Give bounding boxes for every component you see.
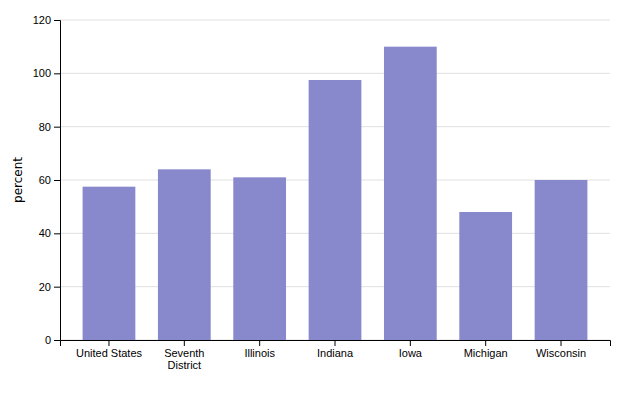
y-tick-label: 0 bbox=[45, 334, 51, 346]
x-tick-mark bbox=[485, 340, 486, 346]
x-tick-label-line: Illinois bbox=[244, 347, 275, 359]
bars bbox=[83, 47, 588, 340]
bar bbox=[535, 180, 588, 340]
y-tick: 40 bbox=[39, 227, 60, 239]
y-tick-label: 100 bbox=[33, 67, 51, 79]
grid-line bbox=[60, 20, 610, 21]
x-tick-label-line: District bbox=[168, 359, 202, 371]
x-tick: Wisconsin bbox=[536, 340, 586, 359]
y-tick-mark bbox=[54, 287, 60, 288]
x-tick-label-line: Michigan bbox=[464, 347, 508, 359]
x-tick-mark bbox=[108, 340, 109, 346]
x-tick: United States bbox=[76, 340, 143, 359]
y-tick: 120 bbox=[33, 14, 60, 26]
bar bbox=[83, 187, 136, 340]
y-tick-mark bbox=[54, 127, 60, 128]
chart-container: United States SeventhDistrict Illinois Indi… bbox=[0, 0, 630, 396]
x-tick-label-line: Seventh bbox=[164, 347, 204, 359]
y-tick-mark bbox=[54, 340, 60, 341]
y-tick: 20 bbox=[39, 281, 60, 293]
x-tick-label: Michigan bbox=[464, 347, 508, 359]
y-tick-label: 60 bbox=[39, 174, 51, 186]
bar bbox=[158, 169, 211, 340]
bar bbox=[309, 80, 362, 340]
y-tick: 80 bbox=[39, 121, 60, 133]
grid bbox=[60, 20, 610, 340]
x-tick-label-line: Wisconsin bbox=[536, 347, 586, 359]
x-tick-label: Wisconsin bbox=[536, 347, 586, 359]
y-axis: 0 20 40 60 80 100 120 bbox=[33, 14, 61, 346]
bar bbox=[233, 177, 286, 340]
bar bbox=[384, 47, 437, 340]
grid-line bbox=[60, 73, 610, 74]
x-tick-label-line: Indiana bbox=[317, 347, 354, 359]
y-tick-label: 20 bbox=[39, 281, 51, 293]
x-tick-mark bbox=[561, 340, 562, 346]
y-tick: 0 bbox=[45, 334, 60, 346]
x-tick-mark bbox=[184, 340, 185, 346]
x-axis-line bbox=[61, 341, 611, 347]
x-tick-label: Indiana bbox=[317, 347, 354, 359]
x-tick: Indiana bbox=[317, 340, 354, 359]
y-tick-label: 120 bbox=[33, 14, 51, 26]
x-tick-mark bbox=[335, 340, 336, 346]
x-tick-label: Illinois bbox=[244, 347, 275, 359]
x-tick-mark bbox=[410, 340, 411, 346]
y-tick-mark bbox=[54, 180, 60, 181]
y-tick: 100 bbox=[33, 67, 60, 79]
y-tick-mark bbox=[54, 233, 60, 234]
y-tick-mark bbox=[54, 73, 60, 74]
chart-svg: United States SeventhDistrict Illinois Indi… bbox=[0, 0, 630, 396]
bar bbox=[459, 212, 512, 340]
x-tick-label: SeventhDistrict bbox=[164, 347, 204, 372]
x-tick-label: Iowa bbox=[399, 347, 423, 359]
y-tick-label: 80 bbox=[39, 121, 51, 133]
x-tick-label: United States bbox=[76, 347, 143, 359]
y-axis-line bbox=[54, 21, 61, 341]
x-tick: SeventhDistrict bbox=[164, 340, 204, 371]
x-tick-label-line: Iowa bbox=[399, 347, 423, 359]
x-tick: Michigan bbox=[464, 340, 508, 359]
x-axis: United States SeventhDistrict Illinois Indi… bbox=[61, 340, 611, 371]
y-tick: 60 bbox=[39, 174, 60, 186]
y-tick-mark bbox=[54, 20, 60, 21]
x-tick-mark bbox=[259, 340, 260, 346]
x-tick: Iowa bbox=[399, 340, 423, 359]
x-tick: Illinois bbox=[244, 340, 275, 359]
x-tick-label-line: United States bbox=[76, 347, 143, 359]
y-axis-title: percent bbox=[11, 157, 25, 203]
y-tick-label: 40 bbox=[39, 227, 51, 239]
plot-area: United States SeventhDistrict Illinois Indi… bbox=[33, 14, 611, 371]
